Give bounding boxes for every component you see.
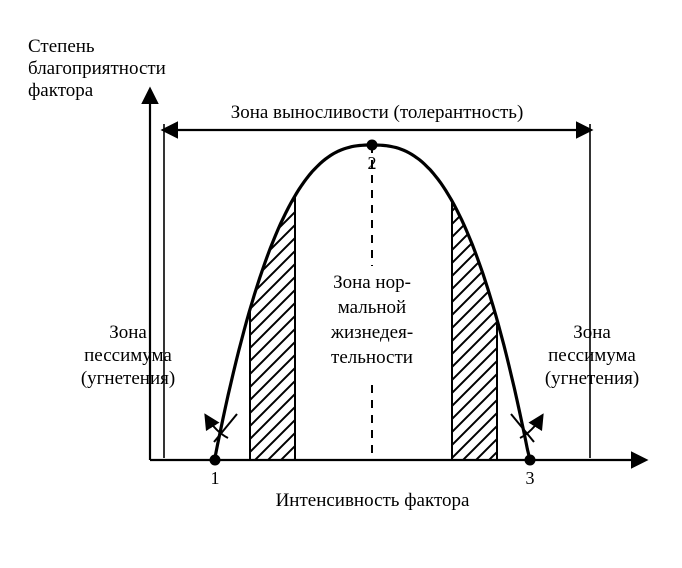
marker-1 bbox=[210, 455, 221, 466]
y-axis-label: Степеньблагоприятностифактора bbox=[28, 36, 166, 101]
pessimum-left-label: Зонапессимума(угнетения) bbox=[81, 322, 175, 389]
stress-zone-left bbox=[245, 145, 300, 465]
tolerance-diagram: Степеньблагоприятностифактора Интенсивно… bbox=[0, 0, 682, 568]
marker-1-label: 1 bbox=[211, 468, 220, 488]
marker-2 bbox=[367, 140, 378, 151]
x-axis-label: Интенсивность фактора bbox=[276, 490, 470, 511]
marker-3 bbox=[525, 455, 536, 466]
tolerance-label: Зона выносливости (толерантность) bbox=[231, 102, 524, 123]
pessimum-right-label: Зонапессимума(угнетения) bbox=[545, 322, 639, 389]
marker-3-label: 3 bbox=[526, 468, 535, 488]
marker-2-label: 2 bbox=[368, 153, 377, 173]
